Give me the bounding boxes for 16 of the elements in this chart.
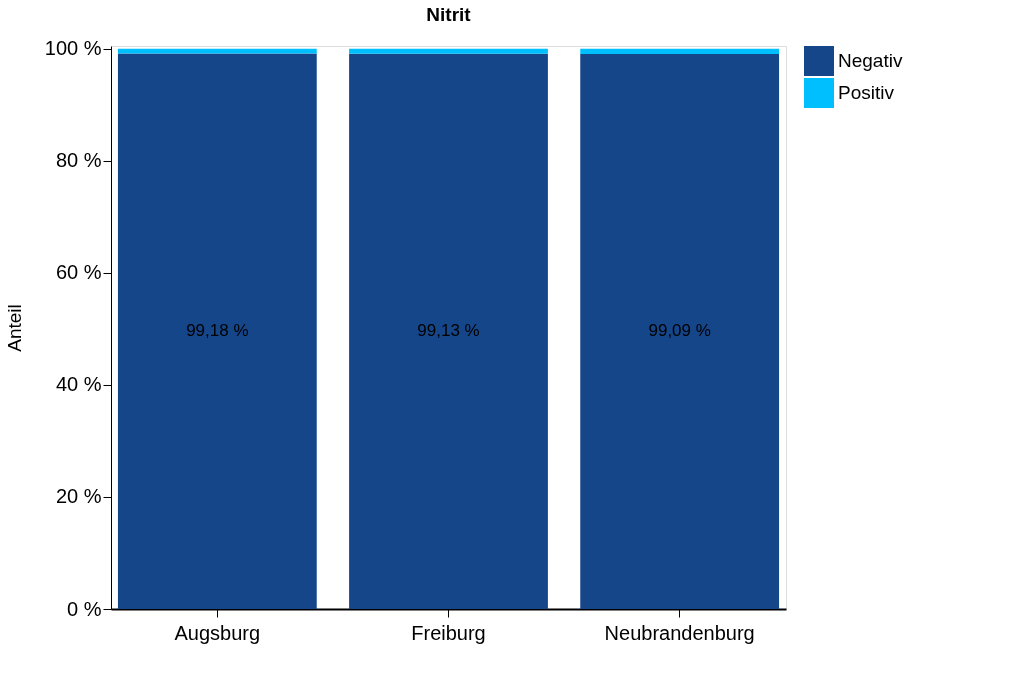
- y-tick-label: 60 %: [55, 261, 102, 284]
- y-tick-label: 20 %: [55, 485, 102, 508]
- x-tick-label: Neubrandenburg: [604, 621, 755, 644]
- data-label: 99,18 %: [186, 321, 249, 341]
- y-tick-label: 0 %: [67, 597, 102, 620]
- y-tick-label: 80 %: [55, 149, 102, 172]
- chart-title: Nitrit: [426, 3, 472, 25]
- y-tick-label: 100 %: [44, 37, 102, 60]
- x-tick-label: Augsburg: [174, 621, 261, 644]
- y-tick-label: 40 %: [55, 373, 102, 396]
- y-axis-title: Anteil: [3, 304, 25, 352]
- data-label: 99,09 %: [648, 321, 711, 341]
- x-tick-label: Freiburg: [411, 621, 486, 644]
- legend-label: Negativ: [838, 50, 903, 71]
- legend-label: Positiv: [838, 82, 895, 103]
- data-label: 99,13 %: [417, 321, 480, 341]
